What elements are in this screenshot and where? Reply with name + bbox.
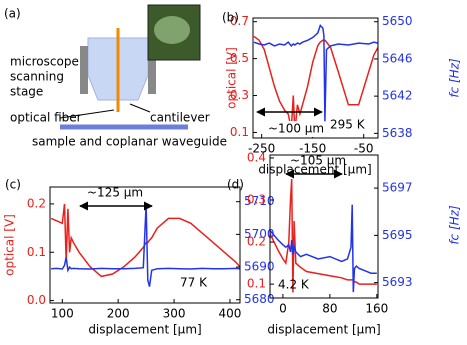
- y2-tick-label: 5695: [382, 228, 413, 242]
- y2-tick-label: 5642: [382, 89, 413, 103]
- schematic-label: sample and coplanar waveguide: [32, 135, 227, 149]
- y2-tick-label: 5690: [244, 260, 275, 274]
- data-line: [270, 178, 377, 293]
- y2-tick-label: 5680: [244, 292, 275, 306]
- x-tick-label: 400: [218, 307, 241, 321]
- plot-frame: [269, 154, 379, 299]
- x-tick-label: 100: [51, 307, 74, 321]
- x-tick-label: -250: [248, 142, 275, 156]
- x-axis-label: displacement [μm]: [267, 323, 380, 337]
- data-line: [253, 23, 378, 122]
- x-tick-label: -150: [299, 142, 326, 156]
- panel-label: (a): [4, 7, 21, 21]
- y-tick-label: 0.5: [230, 51, 249, 65]
- data-line: [253, 35, 378, 133]
- y-tick-label: 0.3: [230, 88, 249, 102]
- y-tick-label: 0.1: [27, 245, 46, 259]
- y-tick-label: 0.1: [230, 125, 249, 139]
- y2-axis-label: fc [Hz]: [448, 205, 462, 245]
- x-tick-label: 160: [365, 302, 388, 316]
- y-tick-label: 0.2: [27, 196, 46, 210]
- y2-tick-label: 5700: [244, 227, 275, 241]
- annotation: 295 K: [330, 118, 366, 132]
- x-tick-label: -50: [354, 142, 374, 156]
- annotation: 77 K: [180, 276, 208, 290]
- y-tick-label: 0.3: [247, 193, 266, 207]
- y2-tick-label: 5693: [382, 275, 413, 289]
- photo-highlight: [154, 16, 190, 44]
- y-tick-label: 0.2: [247, 235, 266, 249]
- stage-right: [148, 46, 156, 94]
- schematic-label: microscope: [10, 55, 79, 69]
- x-tick-label: 0: [279, 302, 287, 316]
- annotation: 4.2 K: [278, 278, 310, 292]
- y2-tick-label: 5646: [382, 51, 413, 65]
- schematic-label: stage: [10, 85, 43, 99]
- annotation-box: [264, 121, 316, 137]
- leader: [129, 103, 151, 113]
- annotation: ~105 μm: [290, 154, 346, 168]
- leader: [59, 109, 115, 119]
- schematic-label: optical fiber: [10, 111, 82, 125]
- y-tick-label: 0.4: [247, 150, 266, 164]
- panel-label: (c): [5, 178, 21, 192]
- panel-label: (d): [227, 178, 244, 192]
- y2-axis-label: fc [Hz]: [448, 58, 462, 98]
- stage-left: [80, 46, 88, 94]
- annotation: ~100 μm: [268, 122, 324, 136]
- panel-label: (b): [222, 11, 239, 25]
- schematic: (a) microscope scanning stage optical fi…: [4, 4, 227, 149]
- x-axis-label: displacement [μm]: [88, 323, 201, 337]
- data-line: [50, 203, 240, 278]
- plot-frame: [49, 186, 241, 304]
- plot-frame: [252, 17, 379, 139]
- y2-tick-label: 5638: [382, 126, 413, 140]
- y2-tick-label: 5650: [382, 14, 413, 28]
- schematic-label: cantilever: [150, 111, 210, 125]
- y-tick-label: 0.7: [230, 14, 249, 28]
- y-axis-label: optical [V]: [3, 214, 17, 276]
- y-axis-label: optical [V]: [225, 47, 239, 109]
- annotation: ~125 μm: [87, 186, 143, 200]
- data-line: [270, 204, 377, 293]
- x-tick-label: 80: [322, 302, 337, 316]
- x-tick-label: 200: [107, 307, 130, 321]
- y2-tick-label: 5710: [244, 194, 275, 208]
- y2-tick-label: 5697: [382, 181, 413, 195]
- y-tick-label: 0.1: [247, 277, 266, 291]
- schematic-label: scanning: [10, 70, 64, 84]
- data-line: [51, 204, 240, 287]
- x-tick-label: 300: [163, 307, 186, 321]
- y-tick-label: 0.0: [27, 293, 46, 307]
